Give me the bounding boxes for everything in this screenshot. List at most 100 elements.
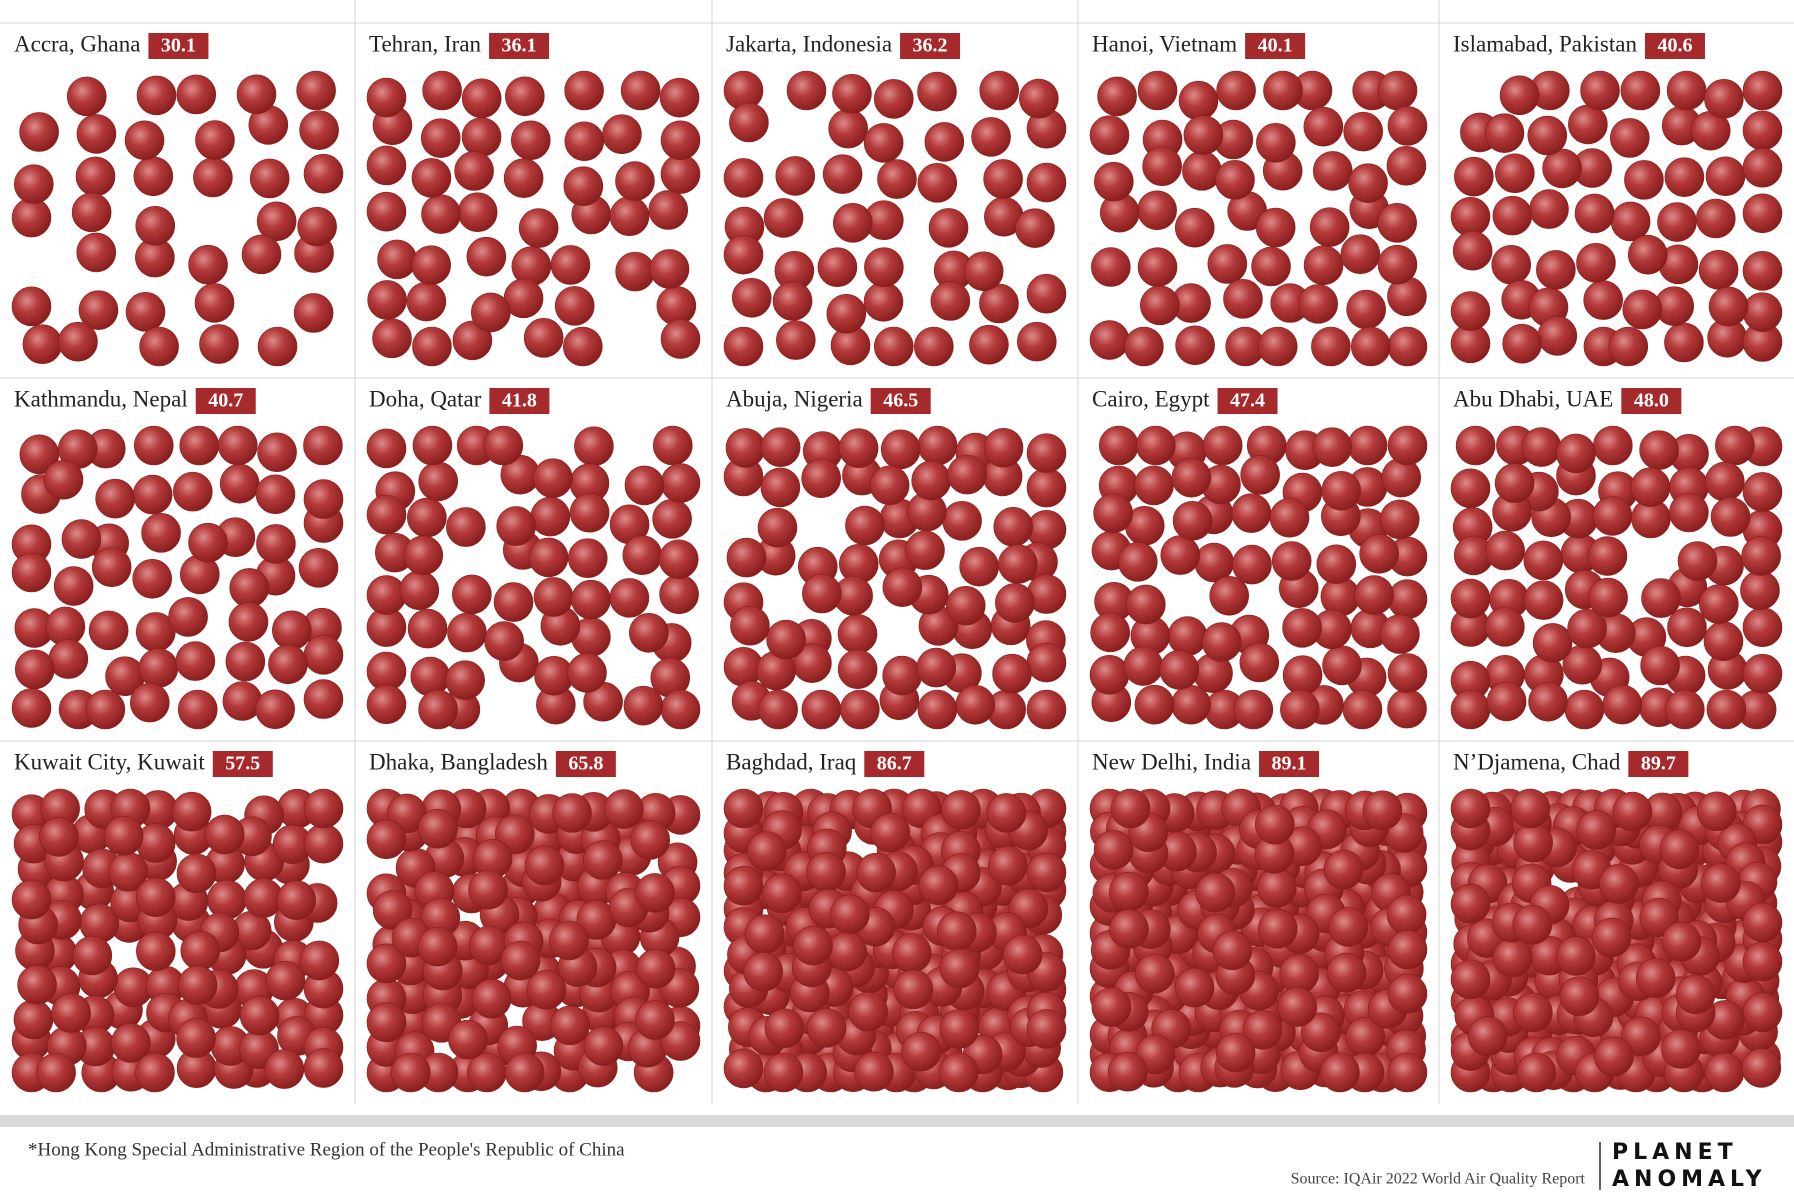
particle [1015, 208, 1055, 248]
particle [1527, 115, 1568, 156]
particle [1556, 433, 1596, 474]
particle [417, 926, 458, 967]
particle [139, 326, 179, 367]
particle [505, 76, 545, 117]
particle [658, 539, 699, 580]
source: Source: IQAir 2022 World Air Quality Rep… [1291, 1171, 1586, 1188]
particle [1564, 689, 1605, 730]
particle [1568, 104, 1608, 145]
particle [366, 145, 407, 186]
particle [911, 460, 951, 501]
particle [1002, 934, 1043, 975]
particle [1137, 190, 1177, 231]
particle [503, 158, 544, 198]
particle [1661, 1029, 1701, 1069]
particle [1703, 621, 1744, 662]
particle [1089, 320, 1130, 360]
particle [747, 831, 787, 871]
particle [869, 465, 910, 506]
particle [11, 552, 52, 593]
value-label: 86.7 [877, 753, 912, 775]
particle [257, 326, 298, 367]
particle [1167, 616, 1208, 656]
particle [1387, 425, 1428, 466]
particle [760, 467, 801, 508]
particle [837, 649, 878, 690]
particle [176, 74, 217, 115]
particle [468, 869, 508, 910]
particle [554, 286, 595, 326]
particle [1160, 535, 1201, 575]
particle [1279, 953, 1319, 994]
particle [76, 232, 117, 273]
particle [1195, 872, 1236, 913]
value-label: 48.0 [1634, 390, 1669, 412]
particle [299, 940, 340, 981]
particle [218, 425, 258, 466]
particle [1492, 937, 1533, 978]
particle [366, 684, 407, 725]
particle [1567, 608, 1607, 649]
particle [533, 577, 574, 617]
particle [1089, 115, 1130, 156]
particle [893, 969, 934, 1010]
particle [963, 251, 1004, 292]
particle [1269, 497, 1310, 538]
particle [574, 426, 614, 467]
particle [1536, 250, 1576, 290]
particle [1171, 457, 1212, 498]
particle [188, 244, 228, 285]
particle [11, 197, 52, 238]
particle [303, 1048, 344, 1088]
particle [845, 505, 885, 546]
particle [1091, 987, 1132, 1027]
particle [172, 471, 213, 512]
particle [1340, 234, 1381, 275]
particle [1521, 427, 1562, 467]
particle [1664, 157, 1705, 197]
particle [822, 154, 863, 194]
particle [1303, 245, 1344, 286]
particle [132, 559, 173, 599]
particle [615, 251, 655, 292]
particle [179, 425, 220, 466]
particle [1742, 292, 1783, 332]
particle [1556, 936, 1596, 976]
particle [979, 283, 1019, 324]
particle [1513, 992, 1553, 1033]
particle [1386, 145, 1427, 186]
particle [483, 425, 524, 466]
particle [229, 568, 270, 608]
divider-band [0, 1115, 1794, 1127]
particle [303, 679, 344, 719]
particle [1091, 247, 1131, 287]
particle [864, 247, 904, 288]
particle [1137, 70, 1178, 111]
particle [11, 688, 52, 728]
particle [1499, 75, 1540, 116]
particle [1588, 577, 1628, 618]
city-label: Dhaka, Bangladesh [369, 749, 548, 774]
particle [176, 853, 217, 894]
particle [563, 166, 604, 207]
particle [1666, 70, 1707, 111]
particle [764, 1008, 805, 1049]
particle [500, 940, 541, 981]
particle [758, 689, 798, 730]
particle [1346, 289, 1386, 330]
particle [1675, 974, 1716, 1015]
particle [882, 567, 923, 607]
particle [467, 1052, 507, 1093]
particle [303, 788, 344, 829]
particle [19, 112, 59, 152]
footnote: *Hong Kong Special Administrative Region… [28, 1139, 625, 1160]
particle [180, 930, 221, 971]
particle [873, 326, 914, 367]
particle [452, 320, 493, 361]
particle [1667, 607, 1707, 648]
particle [299, 110, 339, 150]
particle [1280, 689, 1320, 730]
particle [760, 427, 801, 468]
particle [1609, 118, 1650, 158]
particle [412, 326, 452, 367]
